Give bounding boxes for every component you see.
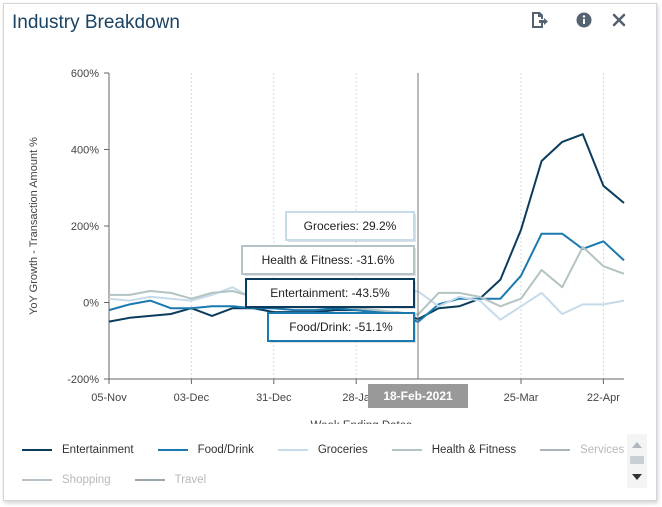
legend-label: Health & Fitness — [431, 444, 517, 456]
legend-label: Travel — [174, 474, 207, 486]
legend-scroll[interactable] — [627, 434, 647, 488]
crosshair-date-box — [368, 384, 468, 408]
legend-swatch — [157, 449, 188, 451]
scroll-up-icon — [632, 442, 642, 448]
tooltip-health-fitness: Health & Fitness: -31.6% — [241, 245, 416, 276]
legend-row-2: Shopping Travel — [22, 474, 230, 486]
legend-swatch — [22, 449, 52, 451]
legend-swatch — [391, 449, 422, 451]
legend-swatch — [134, 479, 165, 481]
x-tick-label: 28-Ja — [342, 392, 370, 404]
x-tick-label: 05-Nov — [91, 392, 127, 404]
line-chart: 05-Nov 03-Dec 31-Dec 28-Ja 25-Mar 22-Apr 600% 4… — [28, 68, 625, 424]
legend-label: Services — [580, 444, 625, 456]
close-icon[interactable] — [609, 10, 629, 30]
y-tick-label: 0% — [83, 298, 99, 310]
svg-text:Food/Drink: -51.1%: Food/Drink: -51.1% — [289, 320, 393, 334]
legend-label: Groceries — [317, 444, 368, 456]
x-axis-label: Week Ending Dates — [310, 420, 412, 424]
svg-text:Health & Fitness: -31.6%: Health & Fitness: -31.6% — [262, 253, 395, 267]
x-tick-label: 22-Apr — [587, 392, 620, 404]
legend-row-1: Entertainment Food/Drink Groceries Health &… — [22, 444, 648, 456]
legend-swatch — [277, 449, 308, 451]
legend-swatch — [22, 479, 52, 481]
legend-item-health-fitness[interactable]: Health & Fitness — [391, 444, 517, 456]
svg-text:Entertainment: -43.5%: Entertainment: -43.5% — [270, 286, 390, 300]
y-tick-label: -200% — [67, 374, 99, 386]
tooltip-food-drink: Food/Drink: -51.1% — [267, 312, 416, 343]
export-icon[interactable] — [529, 10, 549, 30]
tooltip-entertainment: Entertainment: -43.5% — [245, 278, 416, 309]
legend-item-services[interactable]: Services — [540, 444, 624, 456]
legend-item-entertainment[interactable]: Entertainment — [22, 444, 134, 456]
legend-label: Entertainment — [62, 444, 134, 456]
legend-item-groceries[interactable]: Groceries — [277, 444, 368, 456]
crosshair-date-label: 18-Feb-2021 — [383, 389, 453, 403]
series-line-health-fitness — [109, 246, 625, 316]
x-tick-label: 03-Dec — [174, 392, 210, 404]
tooltip-groceries: Groceries: 29.2% — [285, 211, 416, 242]
series-line-food-drink — [108, 232, 625, 323]
y-axis-label: YoY Growth - Transaction Amount % — [28, 137, 40, 315]
scroll-down-icon — [632, 474, 642, 480]
legend-item-shopping[interactable]: Shopping — [22, 474, 111, 486]
info-icon[interactable] — [574, 10, 594, 30]
legend-swatch — [540, 449, 571, 451]
legend-item-food-drink[interactable]: Food/Drink — [157, 444, 254, 456]
chart-card: Industry Breakdown 05-Nov 03-Dec 31-Dec 28-… — [3, 3, 657, 501]
svg-text:Groceries: 29.2%: Groceries: 29.2% — [304, 219, 397, 233]
chart-title: Industry Breakdown — [12, 12, 180, 33]
legend-item-travel[interactable]: Travel — [134, 474, 207, 486]
legend-label: Food/Drink — [197, 444, 254, 456]
y-tick-label: 600% — [71, 68, 99, 80]
y-tick-label: 400% — [71, 145, 99, 157]
x-tick-label: 25-Mar — [504, 392, 539, 404]
y-tick-label: 200% — [71, 221, 99, 233]
legend-label: Shopping — [62, 474, 111, 486]
x-tick-label: 31-Dec — [256, 392, 292, 404]
